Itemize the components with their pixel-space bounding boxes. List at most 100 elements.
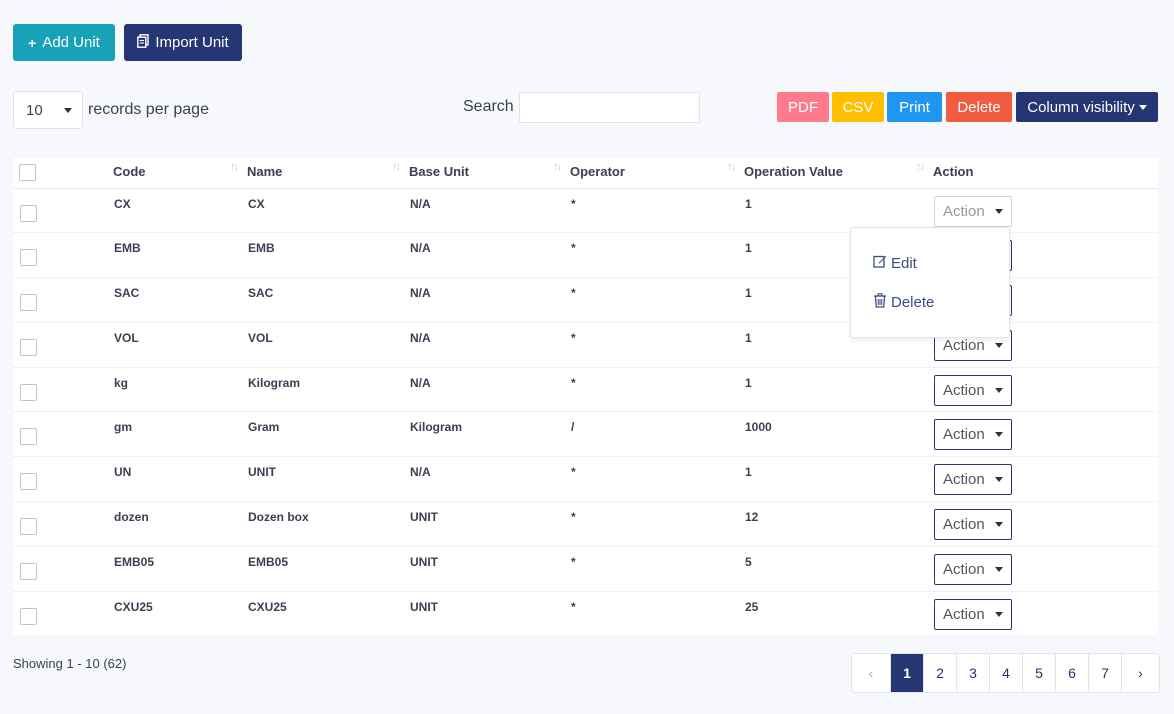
cell-operator: *: [570, 501, 744, 547]
cell-operation-value: 1: [744, 456, 933, 503]
action-label: Action: [943, 471, 985, 489]
cell-operator: *: [570, 367, 744, 413]
sort-icon: ↑↓: [392, 161, 401, 173]
table-row: kg Kilogram N/A * 1 Action: [13, 367, 1158, 413]
table-row: UN UNIT N/A * 1 Action: [13, 456, 1158, 503]
column-header-operation-value[interactable]: Operation Value ↑↓: [744, 158, 933, 189]
table-row: dozen Dozen box UNIT * 12 Action: [13, 501, 1158, 547]
cell-name: SAC: [247, 277, 409, 323]
cell-operation-value: 1: [744, 188, 933, 234]
row-checkbox[interactable]: [20, 428, 37, 446]
import-unit-button[interactable]: Import Unit: [124, 24, 242, 61]
search-input[interactable]: [519, 92, 700, 123]
sort-icon: ↑↓: [553, 161, 562, 173]
column-header-base-unit[interactable]: Base Unit ↑↓: [409, 158, 570, 189]
csv-button[interactable]: CSV: [832, 92, 884, 122]
cell-name: CXU25: [248, 599, 287, 614]
page-button[interactable]: 2: [923, 654, 956, 692]
cell-base-unit: UNIT: [409, 546, 570, 592]
page-button[interactable]: 4: [989, 654, 1022, 692]
row-checkbox[interactable]: [20, 607, 37, 625]
cell-name: CX: [247, 188, 409, 234]
row-checkbox[interactable]: [20, 338, 37, 356]
column-label: Operator: [570, 164, 625, 179]
chevron-down-icon: [995, 208, 1003, 214]
page-button[interactable]: 5: [1022, 654, 1055, 692]
dropdown-item-edit[interactable]: Edit: [873, 254, 917, 272]
column-header-operator[interactable]: Operator ↑↓: [570, 158, 744, 189]
row-checkbox[interactable]: [20, 473, 37, 491]
cell-base-unit: N/A: [409, 367, 570, 413]
records-per-page-select[interactable]: 10: [13, 91, 83, 129]
action-button[interactable]: Action: [934, 195, 1012, 227]
cell-base-unit: N/A: [409, 456, 570, 503]
cell-operator: *: [571, 599, 576, 614]
cell-base-unit: N/A: [409, 232, 570, 279]
pdf-button[interactable]: PDF: [777, 92, 829, 122]
row-checkbox[interactable]: [20, 562, 37, 580]
action-label: Action: [943, 516, 985, 534]
dropdown-item-delete[interactable]: Delete: [873, 293, 934, 312]
cell-action: Action: [933, 411, 1158, 458]
page-button[interactable]: 1: [890, 654, 923, 692]
prev-page-button[interactable]: ‹: [868, 665, 874, 681]
cell-code: EMB: [113, 232, 247, 279]
row-checkbox[interactable]: [20, 383, 37, 401]
edit-icon: [873, 254, 887, 272]
plus-icon: +: [28, 34, 37, 51]
row-select-cell: [13, 367, 113, 413]
chevron-down-icon: [995, 611, 1003, 617]
cell-name: EMB05: [247, 546, 409, 592]
row-select-cell: [13, 546, 113, 592]
delete-selected-button[interactable]: Delete: [946, 92, 1012, 122]
action-label: Action: [943, 426, 985, 444]
select-all-checkbox[interactable]: [19, 164, 36, 181]
cell-base-unit: N/A: [409, 322, 570, 368]
action-button[interactable]: Action: [934, 464, 1012, 496]
add-unit-button[interactable]: + Add Unit: [13, 24, 115, 61]
page-button[interactable]: 6: [1055, 654, 1088, 692]
cell-base-unit: UNIT: [409, 501, 570, 547]
cell-code: CX: [113, 188, 247, 234]
row-checkbox[interactable]: [20, 204, 37, 222]
column-visibility-button[interactable]: Column visibility: [1016, 92, 1158, 122]
row-checkbox[interactable]: [20, 249, 37, 267]
chevron-down-icon: [995, 387, 1003, 393]
page-button[interactable]: 3: [956, 654, 989, 692]
cell-operator: *: [570, 546, 744, 592]
column-header-name[interactable]: Name ↑↓: [247, 158, 409, 189]
action-button[interactable]: Action: [934, 509, 1012, 541]
action-button[interactable]: Action: [934, 374, 1012, 406]
row-checkbox[interactable]: [20, 518, 37, 536]
cell-code: dozen: [113, 501, 247, 547]
row-checkbox[interactable]: [20, 294, 37, 312]
action-button[interactable]: Action: [934, 553, 1012, 585]
table-row: EMB05 EMB05 UNIT * 5 Action: [13, 546, 1158, 592]
action-button[interactable]: Action: [934, 419, 1012, 451]
column-label: Action: [933, 164, 974, 179]
action-dropdown-menu: Edit Delete: [850, 227, 1010, 338]
chevron-down-icon: [64, 108, 72, 113]
cell-action: Action: [933, 546, 1158, 592]
row-select-cell: [13, 188, 113, 234]
cell-base-unit: N/A: [409, 188, 570, 234]
sort-icon: ↑↓: [230, 161, 239, 173]
page-button[interactable]: 7: [1088, 654, 1121, 692]
search-label: Search: [463, 98, 514, 115]
row-select-cell: [13, 456, 113, 503]
next-page-button[interactable]: ›: [1121, 654, 1159, 692]
cell-action: Action: [933, 367, 1158, 413]
records-per-page-value: 10: [26, 101, 43, 119]
chevron-down-icon: [995, 522, 1003, 528]
row-select-cell: [13, 322, 113, 368]
chevron-down-icon: [995, 432, 1003, 438]
column-header-code[interactable]: Code ↑↓: [113, 158, 247, 189]
table-header-row: Code ↑↓ Name ↑↓ Base Unit ↑↓ Operator ↑↓ Ope…: [13, 158, 1158, 189]
cell-operator: *: [570, 188, 744, 234]
row-select-cell: [13, 411, 113, 458]
cell-name: Kilogram: [247, 367, 409, 413]
print-button[interactable]: Print: [887, 92, 942, 122]
column-visibility-label: Column visibility: [1027, 98, 1135, 116]
cell-code: EMB05: [113, 546, 247, 592]
action-button[interactable]: Action: [934, 598, 1012, 630]
